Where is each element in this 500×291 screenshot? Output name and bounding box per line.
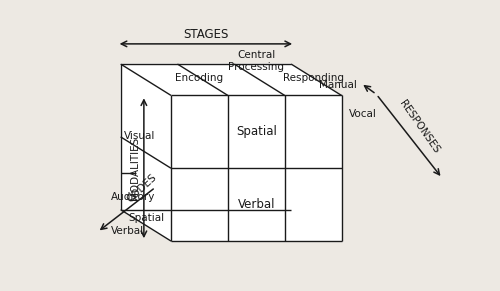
Text: Spatial: Spatial xyxy=(236,125,277,138)
Text: Responding: Responding xyxy=(282,73,344,83)
Text: Manual: Manual xyxy=(319,80,357,90)
Polygon shape xyxy=(120,64,342,95)
Text: Visual: Visual xyxy=(124,131,156,141)
Polygon shape xyxy=(120,64,171,241)
Text: Central
Processing: Central Processing xyxy=(228,50,284,72)
Text: CODES: CODES xyxy=(124,172,158,204)
Text: Encoding: Encoding xyxy=(176,73,224,83)
Text: Vocal: Vocal xyxy=(348,109,376,120)
Text: Auditory: Auditory xyxy=(111,192,156,202)
Text: RESPONSES: RESPONSES xyxy=(398,99,442,155)
Polygon shape xyxy=(171,95,342,241)
Text: STAGES: STAGES xyxy=(183,28,228,41)
Text: Verbal: Verbal xyxy=(111,226,144,237)
Text: MODALITIES: MODALITIES xyxy=(130,136,140,200)
Text: Verbal: Verbal xyxy=(238,198,275,211)
Text: Spatial: Spatial xyxy=(128,213,164,223)
